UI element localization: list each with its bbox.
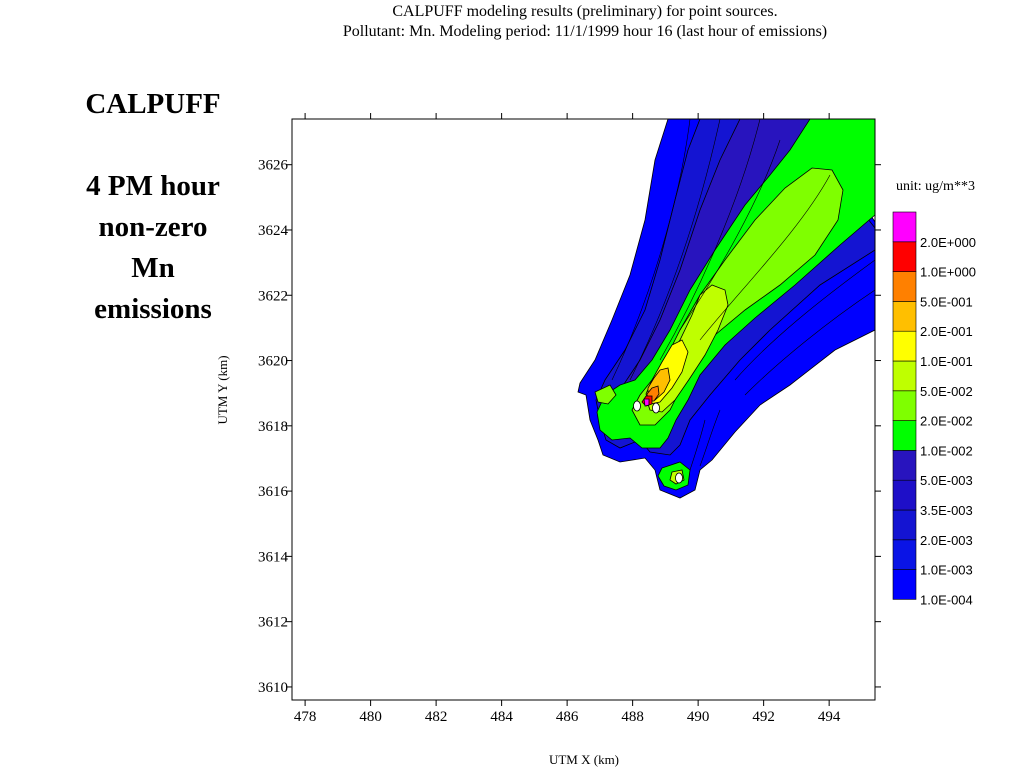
legend-unit: unit: ug/m**3	[896, 179, 975, 194]
contour-line	[611, 119, 691, 381]
source-marker	[652, 402, 660, 414]
legend-swatch	[892, 330, 917, 362]
legend-label: 3.5E-003	[920, 503, 973, 518]
chart-title-line-1: CALPUFF modeling results (preliminary) f…	[392, 3, 778, 20]
legend-label: 5.0E-001	[920, 294, 973, 309]
y-axis: 3610 3612 3614 3616 3618 3620 3622 3624 3626	[258, 158, 881, 696]
x-tick-label: 488	[621, 709, 644, 725]
x-tick-label: 490	[687, 709, 710, 725]
legend-swatch	[892, 479, 917, 511]
side-description-line: 4 PM hour	[86, 170, 220, 202]
legend-swatch	[892, 211, 917, 243]
plot-frame	[291, 118, 876, 701]
legend-label: 5.0E-002	[920, 384, 973, 399]
contour-line	[744, 289, 875, 396]
legend-swatch	[892, 241, 917, 272]
legend-label: 2.0E-001	[920, 324, 973, 339]
source-marker	[633, 400, 641, 412]
legend-label: 5.0E-003	[920, 473, 973, 488]
contour-line	[734, 259, 875, 381]
legend-swatch	[892, 301, 917, 332]
legend-swatch	[892, 390, 917, 421]
legend-label: 1.0E-002	[920, 443, 973, 458]
legend-swatch	[892, 539, 917, 570]
legend-label: 1.0E-003	[920, 563, 973, 578]
legend-swatch	[892, 450, 917, 481]
contour-line	[659, 119, 761, 361]
y-tick-label: 3612	[258, 615, 288, 631]
legend-swatch	[892, 271, 917, 302]
contour-band	[643, 398, 650, 407]
contour-line	[699, 174, 831, 341]
color-legend: 1.0E-004 1.0E-003 2.0E-003 3.5E-003 5.0E-003…	[892, 211, 976, 607]
contour-line	[629, 119, 721, 381]
side-description-line: Mn	[131, 252, 175, 284]
x-tick-label: 480	[359, 709, 382, 725]
concentration-plume	[577, 119, 875, 499]
side-description: 4 PM hour non-zero Mn emissions	[60, 166, 246, 330]
y-tick-label: 3624	[258, 223, 289, 239]
legend-label: 2.0E-003	[920, 533, 973, 548]
x-tick-label: 478	[294, 709, 317, 725]
legend-label: 2.0E+000	[920, 235, 976, 250]
contour-line	[699, 409, 721, 467]
y-tick-label: 3616	[258, 484, 289, 500]
x-tick-label: 492	[752, 709, 775, 725]
legend-label: 1.0E-001	[920, 354, 973, 369]
legend-swatch	[892, 509, 917, 541]
legend-label: 1.0E-004	[920, 592, 973, 607]
y-axis-label: UTM Y (km)	[215, 355, 230, 424]
side-description-line: emissions	[94, 293, 212, 325]
legend-swatch	[892, 569, 917, 600]
x-tick-label: 494	[818, 709, 841, 725]
y-tick-label: 3620	[258, 354, 288, 370]
y-tick-label: 3626	[258, 158, 289, 174]
x-axis-label: UTM X (km)	[549, 752, 619, 767]
y-tick-label: 3618	[258, 419, 288, 435]
contour-band	[594, 384, 617, 405]
legend-label: 1.0E+000	[920, 265, 976, 280]
y-tick-label: 3610	[258, 680, 288, 696]
x-tick-label: 486	[556, 709, 579, 725]
x-axis: 478 480 482 484 486 488 490 492 494	[294, 113, 841, 725]
y-tick-label: 3622	[258, 288, 288, 304]
side-heading: CALPUFF	[85, 88, 221, 120]
x-tick-label: 482	[425, 709, 448, 725]
y-tick-label: 3614	[258, 549, 289, 565]
side-description-line: non-zero	[98, 211, 208, 243]
legend-label: 2.0E-002	[920, 414, 973, 429]
chart-title-line-2: Pollutant: Mn. Modeling period: 11/1/199…	[342, 23, 828, 40]
contour-line	[689, 419, 706, 471]
source-marker	[675, 472, 683, 484]
legend-swatch	[892, 420, 917, 451]
x-tick-label: 484	[490, 709, 513, 725]
contour-line	[679, 139, 781, 331]
legend-swatch	[892, 360, 917, 392]
